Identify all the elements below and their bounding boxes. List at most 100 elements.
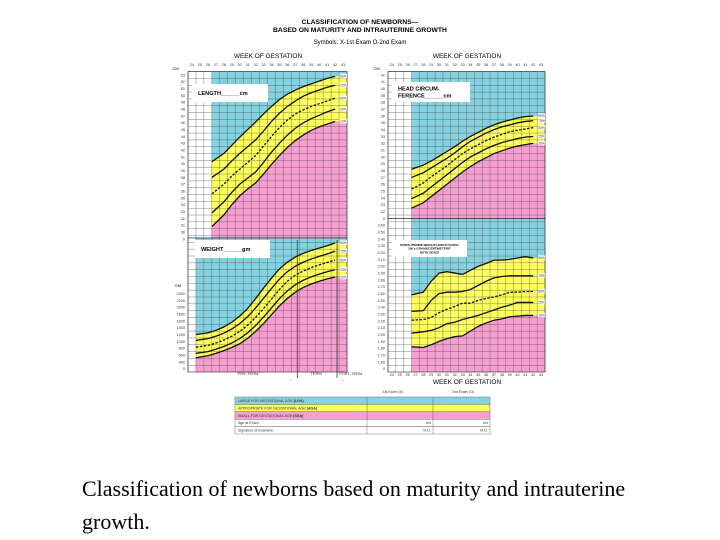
week-tick-label: 35 <box>277 63 281 67</box>
sga-region <box>411 315 545 372</box>
y-tick-label: 0 <box>383 217 385 221</box>
percentile-curve-90 <box>211 75 336 163</box>
table-header: 1st Exam (X) <box>383 390 404 394</box>
percentile-curve-50 <box>211 97 336 195</box>
percentile-label: 25% <box>538 135 545 139</box>
symbols-legend: Symbols: X-1st Exam O-2nd Exam <box>314 40 407 46</box>
week-tick-label: 34 <box>468 373 472 377</box>
percentile-label-bg <box>537 140 545 146</box>
y-tick-label: 1.80 <box>378 347 385 351</box>
panel-label: INTRAUTERINE WEIGHT-LENGTH RATIO <box>400 243 459 247</box>
percentile-label-bg <box>537 299 545 305</box>
panel-label: 100 x GRAMS/CENTIMETERS³ <box>408 247 451 251</box>
week-tick-label: 43 <box>539 373 543 377</box>
panel-weight-length-ratio: 90% 75% 50% 25% 10% 3.60 3.50 3.40 3.30 3.20 3.10 3… <box>378 218 546 373</box>
y-tick-label: 44 <box>181 135 185 139</box>
week-tick-label: 27 <box>413 63 417 67</box>
week-tick-label: 24 <box>190 63 194 67</box>
percentile-label: 50% <box>340 96 347 100</box>
y-tick-label: 800 <box>179 347 185 351</box>
table-row-label: Age at Exam <box>238 421 259 425</box>
percentile-curve-75 <box>411 275 534 312</box>
y-tick-label: 39 <box>381 94 385 98</box>
y-tick-label: 31 <box>181 224 185 228</box>
percentile-label-bg <box>537 113 545 118</box>
table-cell: hrs <box>483 421 488 425</box>
chart-title-line1: CLASSIFICATION OF NEWBORNS— <box>302 19 419 26</box>
table-row-label: LARGE FOR GESTATIONAL AGE (LGA) <box>238 399 304 403</box>
y-tick-label: 0 <box>183 237 185 241</box>
percentile-curve-10 <box>411 142 534 209</box>
week-tick-label: 40 <box>317 63 321 67</box>
y-tick-label: 1600 <box>177 319 185 323</box>
week-of-gestation-right: WEEK OF GESTATION <box>433 53 502 60</box>
y-tick-label: 27 <box>381 176 385 180</box>
week-tick-label: 32 <box>453 373 457 377</box>
panel-label-box <box>392 240 467 257</box>
y-tick-label: 42 <box>181 149 185 153</box>
row-label-text: LARGE FOR GESTATIONAL AGE <box>238 399 294 403</box>
y-tick-label: 2.00 <box>378 333 385 337</box>
y-tick-label: 1800 <box>177 312 185 316</box>
week-tick-label: 40 <box>515 63 519 67</box>
y-tick-label: 2.40 <box>378 306 385 310</box>
percentile-label-bg <box>339 240 347 246</box>
y-tick-label: 1.60 <box>378 360 385 364</box>
percentile-label-bg <box>339 82 347 88</box>
y-tick-label: 2000 <box>177 306 185 310</box>
week-tick-label: 28 <box>421 373 425 377</box>
panel-label-box <box>392 82 470 102</box>
percentile-label: 10% <box>538 314 545 318</box>
table-row: SMALL FOR GESTATIONAL AGE (SGA) <box>234 411 491 420</box>
week-tick-label: 34 <box>269 63 273 67</box>
percentile-label-bg <box>339 274 347 280</box>
y-tick-label: 49 <box>181 101 185 105</box>
week-tick-label: 29 <box>429 63 433 67</box>
panel-head-circumference: 90%75% 50% 25% 10% 42 41 40 39 38 37 36 35 34 33 32 31 3… <box>381 71 546 221</box>
y-tick-label: 41 <box>181 155 185 159</box>
week-tick-label: 26 <box>206 63 210 67</box>
percentile-curve-90 <box>195 242 336 336</box>
week-tick-label: 38 <box>301 63 305 67</box>
percentile-label: 50% <box>538 126 545 130</box>
percentile-label: 90% <box>538 256 545 260</box>
y-tick-label: 38 <box>181 176 185 180</box>
percentile-label-bg <box>339 118 347 124</box>
y-tick-label: 2.50 <box>378 299 385 303</box>
y-tick-label: 2.60 <box>378 292 385 296</box>
y-tick-label: 400 <box>179 360 185 364</box>
row-label-text: Signature of Examiner <box>238 429 274 433</box>
week-tick-label: 31 <box>246 63 250 67</box>
percentile-label: 75% <box>340 249 347 253</box>
y-tick-label: 36 <box>181 190 185 194</box>
percentile-label: 25% <box>538 301 545 305</box>
cm-label-right: CM. <box>373 66 380 71</box>
percentile-curve-25 <box>195 269 336 354</box>
y-tick-label: 36 <box>381 114 385 118</box>
week-tick-label: 31 <box>445 373 449 377</box>
y-tick-label: 3.30 <box>378 244 385 248</box>
week-tick-label: 41 <box>523 373 527 377</box>
y-tick-label: 50 <box>181 94 185 98</box>
week-tick-label: 43 <box>341 63 345 67</box>
table-row-label: APPROPRIATE FOR GESTATIONAL AGE (AGA) <box>238 406 318 410</box>
week-tick-label: 27 <box>214 63 218 67</box>
row-label-text: Age at Exam <box>238 421 259 425</box>
week-tick-label: 37 <box>492 373 496 377</box>
percentile-label-bg <box>537 255 545 261</box>
growth-panels: 90%75%50%25%10%5352515049484746454443424… <box>177 63 546 382</box>
week-tick-label: 40 <box>515 373 519 377</box>
week-tick-label: 42 <box>531 373 535 377</box>
y-tick-label: 38 <box>381 101 385 105</box>
y-tick-label: 37 <box>381 108 385 112</box>
week-tick-label: 41 <box>523 63 527 67</box>
table-row-bg <box>234 426 491 435</box>
y-tick-label: 3.60 <box>378 224 385 228</box>
week-tick-label: 32 <box>253 63 257 67</box>
row-label-abbr: (AGA) <box>307 406 318 410</box>
y-tick-label: 0 <box>183 367 185 371</box>
percentile-label: 90% <box>340 241 347 245</box>
y-tick-label: 3.00 <box>378 265 385 269</box>
y-tick-label: 53 <box>181 73 185 77</box>
